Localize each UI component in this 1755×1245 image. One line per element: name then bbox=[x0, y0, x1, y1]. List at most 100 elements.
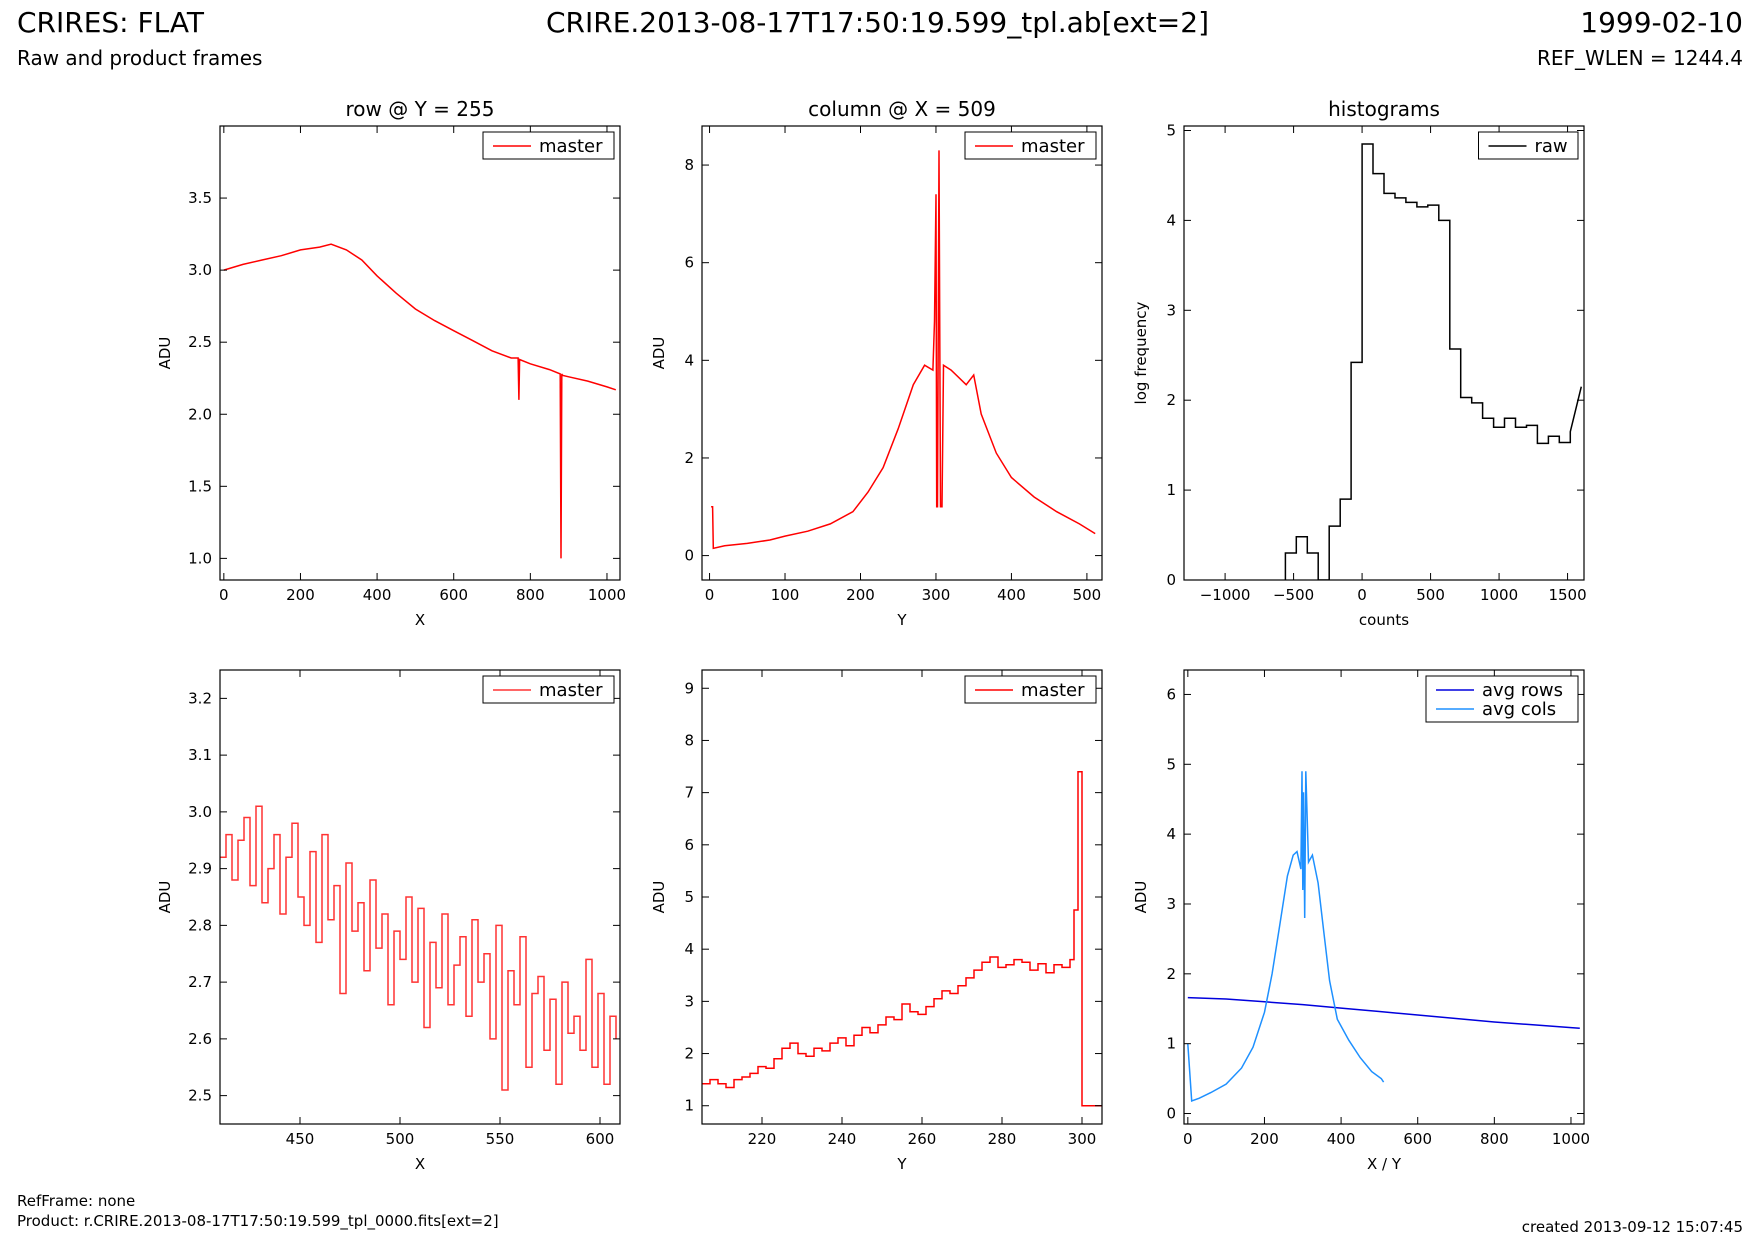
y-tick-label: 0 bbox=[1166, 571, 1176, 589]
x-tick-label: 450 bbox=[286, 1130, 315, 1148]
plot-frame bbox=[701, 669, 1103, 1125]
y-tick-label: 3 bbox=[1166, 895, 1176, 913]
x-tick-label: 0 bbox=[705, 586, 715, 604]
date-label: 1999-02-10 bbox=[1580, 6, 1743, 39]
x-tick-label: 200 bbox=[846, 586, 875, 604]
legend-label: raw bbox=[1535, 136, 1568, 157]
x-axis-label: X bbox=[415, 611, 425, 629]
legend: master bbox=[482, 675, 615, 704]
plot-frame bbox=[1183, 125, 1585, 581]
chart-title: column @ X = 509 bbox=[808, 97, 996, 121]
legend: raw bbox=[1478, 131, 1579, 160]
y-tick-label: 8 bbox=[684, 731, 694, 749]
x-tick-label: −500 bbox=[1273, 586, 1314, 604]
report-title: CRIRES: FLAT bbox=[17, 6, 204, 39]
legend: master bbox=[482, 131, 615, 160]
x-tick-label: 600 bbox=[439, 586, 468, 604]
legend-label: master bbox=[539, 680, 603, 701]
x-tick-label: 400 bbox=[1327, 1130, 1356, 1148]
series-line-1 bbox=[702, 771, 1102, 1107]
y-tick-label: 2 bbox=[1166, 391, 1176, 409]
legend-label: avg cols bbox=[1482, 699, 1556, 720]
created-label: created 2013-09-12 15:07:45 bbox=[1521, 1218, 1743, 1236]
ref-wlen-label: REF_WLEN = 1244.4 bbox=[1536, 46, 1743, 70]
y-tick-label: 8 bbox=[684, 156, 694, 174]
chart-title: histograms bbox=[1328, 97, 1440, 121]
y-tick-label: 2.5 bbox=[188, 1087, 212, 1105]
report-subtitle: Raw and product frames bbox=[17, 46, 263, 70]
legend: master bbox=[964, 675, 1097, 704]
y-tick-label: 0 bbox=[684, 547, 694, 565]
x-tick-label: 400 bbox=[997, 586, 1026, 604]
y-tick-label: 4 bbox=[1166, 211, 1176, 229]
y-axis-label: ADU bbox=[156, 881, 174, 914]
x-axis-label: X bbox=[415, 1155, 425, 1173]
y-axis-label: log frequency bbox=[1132, 301, 1150, 404]
y-tick-label: 3 bbox=[684, 992, 694, 1010]
series-line-1 bbox=[220, 805, 617, 1091]
chart-panel-2: 0 100 200 300 400 500 0 2 4 6 8 column @ X = 509 Y AD… bbox=[650, 97, 1103, 629]
y-axis-label: ADU bbox=[156, 337, 174, 370]
y-tick-label: 2 bbox=[1166, 965, 1176, 983]
y-axis-label: ADU bbox=[650, 881, 668, 914]
x-tick-label: 1000 bbox=[1552, 1130, 1590, 1148]
chart-panel-3: −1000 −500 0 500 1000 1500 0 1 2 3 4 5 histograms cou… bbox=[1132, 97, 1587, 629]
y-tick-label: 1 bbox=[1166, 1035, 1176, 1053]
chart-panel-1: 0 200 400 600 800 1000 1.0 1.5 2.0 2.5 3.0 3.5 row @… bbox=[156, 97, 626, 629]
y-tick-label: 3.1 bbox=[188, 746, 212, 764]
y-tick-label: 7 bbox=[684, 784, 694, 802]
plot-frame bbox=[1183, 669, 1585, 1125]
x-axis-label: X / Y bbox=[1367, 1155, 1402, 1173]
x-tick-label: 600 bbox=[1403, 1130, 1432, 1148]
x-tick-label: 220 bbox=[748, 1130, 777, 1148]
y-tick-label: 3 bbox=[1166, 301, 1176, 319]
legend: master bbox=[964, 131, 1097, 160]
file-title: CRIRE.2013-08-17T17:50:19.599_tpl.ab[ext… bbox=[545, 6, 1209, 39]
y-tick-label: 5 bbox=[1166, 121, 1176, 139]
x-tick-label: 600 bbox=[586, 1130, 615, 1148]
y-tick-label: 4 bbox=[684, 351, 694, 369]
y-tick-label: 2.6 bbox=[188, 1030, 212, 1048]
x-tick-label: 500 bbox=[1416, 586, 1445, 604]
series-line-2 bbox=[1187, 771, 1385, 1103]
y-tick-label: 1 bbox=[684, 1097, 694, 1115]
chart-panel-4: 450 500 550 600 2.5 2.6 2.7 2.8 2.9 3.0 3.1 3.2 X ADU… bbox=[156, 669, 621, 1173]
y-tick-label: 4 bbox=[1166, 825, 1176, 843]
legend-label: master bbox=[539, 136, 603, 157]
x-tick-label: 500 bbox=[386, 1130, 415, 1148]
x-axis-label: Y bbox=[896, 611, 907, 629]
x-tick-label: 200 bbox=[286, 586, 315, 604]
legend-label: master bbox=[1021, 680, 1085, 701]
x-tick-label: 400 bbox=[363, 586, 392, 604]
x-tick-label: 1000 bbox=[588, 586, 626, 604]
legend-label: master bbox=[1021, 136, 1085, 157]
x-tick-label: 260 bbox=[908, 1130, 937, 1148]
x-tick-label: 200 bbox=[1250, 1130, 1279, 1148]
y-tick-label: 2.7 bbox=[188, 973, 212, 991]
x-tick-label: 500 bbox=[1073, 586, 1102, 604]
y-tick-label: 4 bbox=[684, 940, 694, 958]
series-line-1 bbox=[711, 150, 1096, 550]
y-tick-label: 3.0 bbox=[188, 803, 212, 821]
x-axis-label: Y bbox=[896, 1155, 907, 1173]
chart-panel-5: 220 240 260 280 300 1 2 3 4 5 6 7 8 9 Y ADU master bbox=[650, 669, 1103, 1173]
y-axis-label: ADU bbox=[650, 337, 668, 370]
y-tick-label: 5 bbox=[1166, 755, 1176, 773]
y-axis-label: ADU bbox=[1132, 881, 1150, 914]
y-tick-label: 6 bbox=[1166, 685, 1176, 703]
x-tick-label: 550 bbox=[486, 1130, 515, 1148]
y-tick-label: 1.5 bbox=[188, 477, 212, 495]
x-tick-label: 800 bbox=[516, 586, 545, 604]
y-tick-label: 3.0 bbox=[188, 261, 212, 279]
chart-panel-6: 0 200 400 600 800 1000 0 1 2 3 4 5 6 X / Y ADU avg rows… bbox=[1132, 669, 1590, 1173]
y-tick-label: 2.9 bbox=[188, 860, 212, 878]
y-tick-label: 1 bbox=[1166, 481, 1176, 499]
x-tick-label: 1000 bbox=[1480, 586, 1518, 604]
plot-frame bbox=[219, 125, 621, 581]
x-tick-label: 0 bbox=[219, 586, 229, 604]
x-tick-label: 1500 bbox=[1548, 586, 1586, 604]
x-tick-label: −1000 bbox=[1200, 586, 1251, 604]
x-tick-label: 280 bbox=[988, 1130, 1017, 1148]
x-tick-label: 240 bbox=[828, 1130, 857, 1148]
x-tick-label: 0 bbox=[1357, 586, 1367, 604]
